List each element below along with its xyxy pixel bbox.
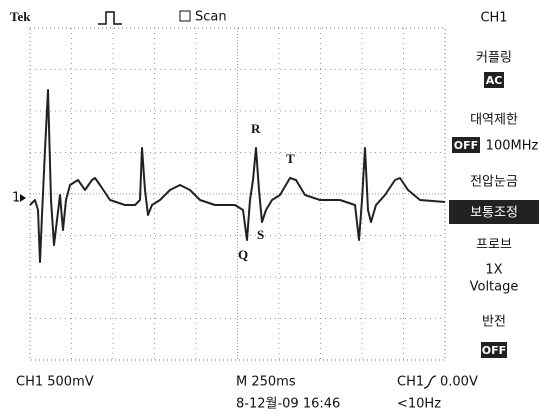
wave-label: R	[251, 121, 261, 136]
menu-state: OFF	[454, 139, 478, 152]
frequency: <10Hz	[397, 397, 441, 412]
wave-label: Q	[238, 247, 248, 262]
menu-title: CH1	[480, 11, 507, 26]
menu-value: AC	[486, 74, 503, 87]
menu-label[interactable]: 프로브	[476, 238, 512, 253]
brand: Tek	[10, 9, 31, 24]
channel-marker: 1	[12, 191, 20, 206]
channel-scale: CH1 500mV	[16, 375, 94, 390]
menu-label[interactable]: 대역제한	[470, 113, 518, 128]
timebase: M 250ms	[236, 375, 296, 390]
scope-screen: Tek Scan 1 R T S Q CH1 커플링 AC 대역제한 OFF 1…	[0, 0, 541, 414]
menu-unit: Voltage	[470, 280, 519, 295]
trigger-level: 0.00V	[440, 375, 478, 390]
datetime: 8-12월-09 16:46	[236, 397, 340, 412]
wave-label: T	[286, 151, 295, 166]
scan-label: Scan	[195, 10, 227, 25]
menu-label[interactable]: 반전	[482, 315, 506, 330]
menu-value: OFF	[482, 344, 506, 357]
menu-value: 100MHz	[486, 139, 539, 154]
menu-label[interactable]: 전압눈금	[470, 175, 518, 190]
menu-value: 보통조정	[470, 206, 518, 221]
menu-label[interactable]: 커플링	[476, 51, 512, 66]
wave-label: S	[257, 227, 264, 242]
menu-value: 1X	[485, 263, 502, 278]
trigger-source: CH1	[397, 375, 424, 390]
